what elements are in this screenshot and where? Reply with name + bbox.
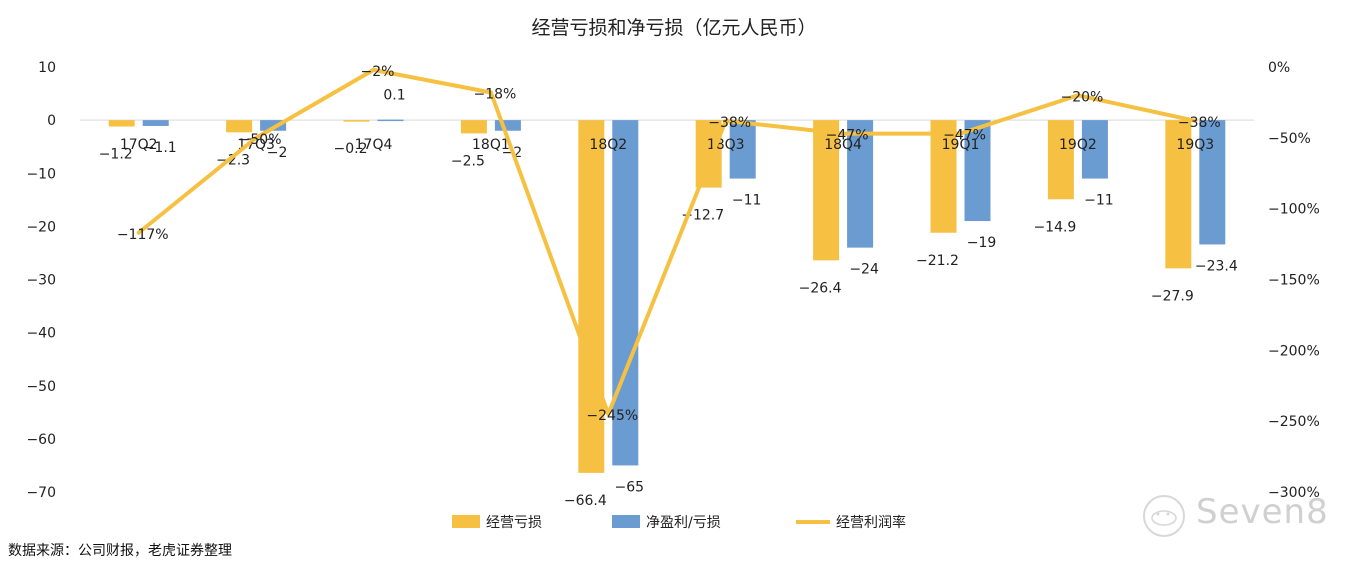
chart-title: 经营亏损和净亏损（亿元人民币） bbox=[531, 17, 816, 39]
net-loss-bar bbox=[1199, 120, 1226, 245]
operating-loss-data-label: −1.2 bbox=[99, 147, 133, 163]
watermark-logo-icon bbox=[1143, 495, 1185, 537]
legend-operating-loss-label: 经营亏损 bbox=[486, 515, 542, 531]
operating-loss-bar bbox=[930, 120, 957, 233]
y-left-tick-label: −60 bbox=[26, 432, 56, 448]
y-right-tick-label: −250% bbox=[1268, 414, 1320, 430]
net-loss-data-label: −2 bbox=[267, 145, 288, 161]
margin-data-label: −20% bbox=[1060, 89, 1103, 105]
operating-loss-bar bbox=[1165, 120, 1192, 269]
net-loss-bar bbox=[260, 120, 287, 131]
x-tick-label: 17Q2 bbox=[120, 137, 158, 153]
x-tick-label: 17Q4 bbox=[355, 137, 393, 153]
watermark-text: Seven8 bbox=[1196, 492, 1329, 532]
x-tick-label: 18Q2 bbox=[589, 137, 627, 153]
legend-net-loss-label: 净盈利/亏损 bbox=[646, 515, 721, 531]
margin-data-label: −245% bbox=[586, 408, 638, 424]
y-right-tick-label: −50% bbox=[1268, 131, 1311, 147]
net-loss-bar bbox=[612, 120, 639, 466]
operating-loss-data-label: −27.9 bbox=[1151, 288, 1194, 304]
net-loss-data-label: 0.1 bbox=[383, 88, 405, 104]
y-left-tick-label: −20 bbox=[26, 219, 56, 235]
operating-loss-bar bbox=[108, 120, 135, 127]
y-right-tick-label: −150% bbox=[1268, 273, 1320, 289]
legend-net-loss-swatch bbox=[612, 515, 640, 528]
x-tick-label: 17Q3 bbox=[237, 137, 275, 153]
margin-line bbox=[136, 67, 1198, 417]
legend-operating-loss-swatch bbox=[452, 515, 480, 528]
operating-loss-data-label: −14.9 bbox=[1033, 219, 1076, 235]
y-left-tick-label: −50 bbox=[26, 379, 56, 395]
watermark: Seven8 bbox=[1138, 488, 1338, 548]
x-tick-label: 19Q2 bbox=[1059, 137, 1097, 153]
y-left-tick-label: −40 bbox=[26, 326, 56, 342]
net-loss-bar bbox=[377, 119, 404, 122]
operating-loss-data-label: −66.4 bbox=[564, 493, 607, 509]
operating-loss-data-label: −21.2 bbox=[916, 253, 959, 269]
operating-loss-bar bbox=[813, 120, 840, 261]
operating-loss-bar bbox=[343, 120, 370, 122]
source-note: 数据来源：公司财报，老虎证券整理 bbox=[8, 543, 232, 559]
net-loss-data-label: −23.4 bbox=[1195, 258, 1238, 274]
operating-loss-data-label: −26.4 bbox=[799, 280, 842, 296]
net-loss-data-label: −24 bbox=[849, 262, 879, 278]
y-right-tick-label: −100% bbox=[1268, 202, 1320, 218]
x-tick-label: 19Q1 bbox=[942, 137, 980, 153]
operating-loss-data-label: −12.7 bbox=[681, 208, 724, 224]
y-right-tick-label: 0% bbox=[1268, 60, 1290, 76]
y-left-tick-label: −70 bbox=[26, 485, 56, 501]
margin-data-label: −18% bbox=[473, 87, 516, 103]
operating-loss-bar bbox=[1047, 120, 1074, 200]
net-loss-bar bbox=[729, 120, 756, 179]
margin-data-label: −47% bbox=[943, 128, 986, 144]
operating-loss-bar bbox=[460, 120, 487, 134]
net-loss-data-label: −11 bbox=[732, 193, 762, 209]
net-loss-bar bbox=[494, 120, 521, 131]
margin-data-label: −117% bbox=[117, 227, 169, 243]
x-tick-label: 18Q4 bbox=[824, 137, 862, 153]
net-loss-data-label: −11 bbox=[1084, 193, 1114, 209]
margin-data-label: −2% bbox=[361, 64, 395, 80]
y-right-tick-label: −200% bbox=[1268, 343, 1320, 359]
margin-data-label: −38% bbox=[1178, 115, 1221, 131]
operating-loss-data-label: −2.5 bbox=[451, 153, 485, 169]
operating-loss-data-label: −0.2 bbox=[334, 141, 368, 157]
y-right-tick-label: −300% bbox=[1268, 485, 1320, 501]
net-loss-bar bbox=[142, 120, 169, 126]
net-loss-bar bbox=[1081, 120, 1108, 179]
margin-data-label: −47% bbox=[826, 128, 869, 144]
net-loss-data-label: −65 bbox=[615, 479, 645, 495]
y-left-tick-label: 0 bbox=[47, 113, 56, 129]
y-left-tick-label: −10 bbox=[26, 166, 56, 182]
net-loss-data-label: −1.1 bbox=[143, 140, 177, 156]
operating-loss-bar bbox=[578, 120, 605, 473]
net-loss-data-label: −19 bbox=[967, 235, 997, 251]
operating-loss-bar bbox=[695, 120, 722, 188]
x-tick-label: 19Q3 bbox=[1176, 137, 1214, 153]
net-loss-bar bbox=[847, 120, 874, 248]
legend-margin-label: 经营利润率 bbox=[836, 514, 906, 531]
operating-loss-bar bbox=[226, 120, 253, 133]
net-loss-bar bbox=[964, 120, 991, 222]
y-left-tick-label: −30 bbox=[26, 273, 56, 289]
margin-data-label: −38% bbox=[708, 115, 751, 131]
margin-data-label: −50% bbox=[239, 132, 282, 148]
y-left-tick-label: 10 bbox=[38, 60, 56, 76]
x-tick-label: 18Q1 bbox=[472, 137, 510, 153]
